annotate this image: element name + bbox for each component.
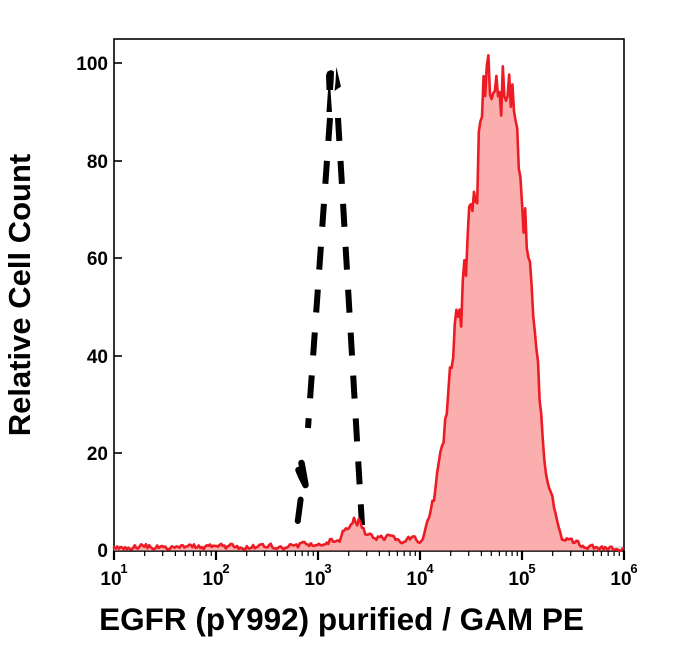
svg-text:100: 100 bbox=[76, 54, 108, 75]
svg-text:10: 10 bbox=[202, 569, 223, 590]
svg-text:40: 40 bbox=[87, 347, 108, 368]
svg-text:4: 4 bbox=[426, 561, 434, 576]
svg-text:20: 20 bbox=[87, 444, 108, 465]
svg-text:60: 60 bbox=[87, 249, 108, 270]
svg-text:10: 10 bbox=[508, 569, 529, 590]
svg-text:10: 10 bbox=[100, 569, 121, 590]
svg-text:6: 6 bbox=[630, 561, 637, 576]
svg-text:1: 1 bbox=[120, 561, 127, 576]
svg-text:0: 0 bbox=[97, 541, 108, 562]
svg-text:3: 3 bbox=[324, 561, 331, 576]
svg-text:10: 10 bbox=[610, 569, 631, 590]
svg-text:80: 80 bbox=[87, 152, 108, 173]
svg-text:10: 10 bbox=[406, 569, 427, 590]
svg-text:5: 5 bbox=[528, 561, 535, 576]
svg-text:10: 10 bbox=[304, 569, 325, 590]
svg-text:2: 2 bbox=[222, 561, 229, 576]
